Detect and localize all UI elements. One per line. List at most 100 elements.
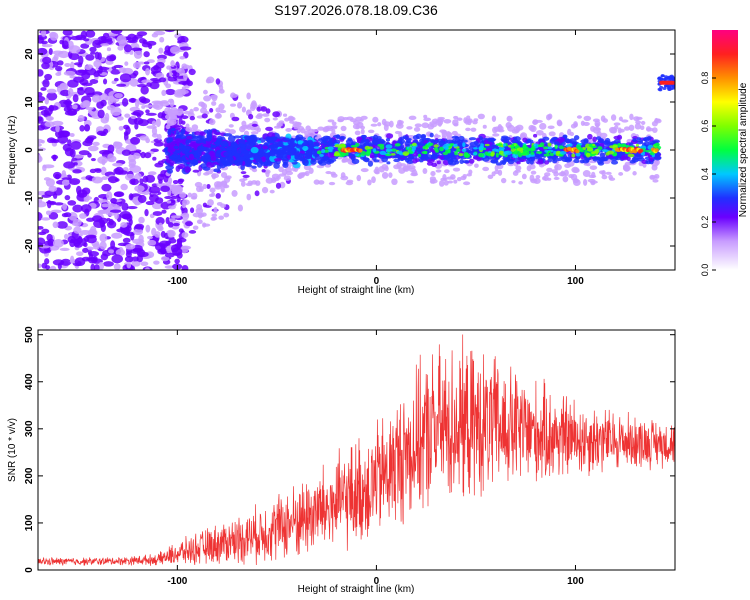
heatmap-cell [592, 156, 599, 162]
heatmap-cell [64, 110, 77, 116]
heatmap-cell [242, 177, 248, 181]
heatmap-cell [270, 144, 278, 151]
heatmap-cell [243, 135, 252, 140]
heatmap-cell [652, 127, 658, 134]
heatmap-cell [458, 153, 464, 157]
heatmap-cell [137, 119, 149, 127]
heatmap-cell [90, 263, 96, 270]
heatmap-cell [224, 128, 231, 132]
heatmap-cell [350, 155, 356, 161]
heatmap-cell [209, 144, 217, 149]
heatmap-cell [54, 202, 64, 206]
heatmap-cell [548, 131, 556, 137]
heatmap-cell [171, 190, 178, 195]
heatmap-cell [539, 139, 545, 144]
heatmap-cell [572, 178, 579, 184]
heatmap-cell [189, 141, 197, 147]
heatmap-cell [316, 150, 322, 155]
heatmap-cell [573, 122, 578, 128]
heatmap-cell [121, 202, 129, 211]
heatmap-cell [124, 255, 134, 263]
heatmap-cell [261, 156, 266, 163]
spectrogram-xtick-label: -100 [167, 276, 187, 287]
heatmap-cell [101, 183, 112, 192]
heatmap-cell [216, 149, 223, 154]
heatmap-cell [44, 73, 53, 81]
heatmap-cell [484, 151, 489, 156]
heatmap-cell [313, 146, 320, 149]
heatmap-cell [511, 129, 520, 134]
heatmap-cell [649, 175, 658, 180]
heatmap-cell [462, 142, 466, 148]
heatmap-cell [607, 150, 614, 155]
heatmap-cell [168, 218, 176, 222]
heatmap-cell [179, 192, 187, 199]
heatmap-cell [295, 135, 300, 143]
heatmap-cell [145, 109, 150, 114]
heatmap-cell [571, 153, 576, 158]
heatmap-cell [108, 249, 114, 254]
heatmap-cell [164, 252, 175, 258]
heatmap-cell [140, 151, 146, 159]
heatmap-cell [38, 231, 47, 236]
heatmap-cell [122, 213, 131, 220]
heatmap-cell [460, 139, 468, 143]
heatmap-cell [209, 150, 216, 158]
heatmap-cell [242, 174, 250, 179]
heatmap-cell [272, 111, 281, 118]
heatmap-cell [124, 61, 129, 66]
heatmap-cell [128, 193, 134, 201]
heatmap-cell [213, 206, 218, 214]
heatmap-cell [107, 176, 119, 184]
heatmap-cell [580, 120, 585, 126]
heatmap-cell [174, 258, 180, 264]
heatmap-cell [513, 136, 521, 142]
heatmap-cell [664, 75, 669, 79]
heatmap-cell [402, 165, 410, 172]
heatmap-cell [642, 137, 648, 141]
heatmap-cell [640, 151, 646, 156]
heatmap-cell [611, 160, 619, 165]
heatmap-cell [61, 170, 67, 177]
heatmap-cell [585, 157, 590, 163]
heatmap-cell [38, 107, 44, 111]
heatmap-cell [502, 143, 506, 147]
heatmap-cell [430, 123, 437, 128]
heatmap-cell [125, 126, 131, 135]
heatmap-cell [206, 129, 213, 136]
heatmap-cell [379, 150, 387, 155]
heatmap-cell [45, 116, 54, 121]
heatmap-cell [559, 145, 564, 150]
heatmap-cell [386, 161, 391, 165]
heatmap-cell [444, 143, 452, 147]
heatmap-cell [48, 48, 53, 55]
heatmap-cell [87, 145, 99, 152]
heatmap-cell [196, 219, 203, 225]
heatmap-cell [158, 47, 164, 54]
heatmap-cell [569, 131, 575, 137]
colorbar-tick-label: 0.4 [700, 168, 710, 181]
heatmap-cell [639, 125, 645, 131]
heatmap-cell [547, 125, 555, 130]
heatmap-cell [240, 180, 246, 187]
heatmap-cell [373, 159, 380, 163]
heatmap-cell [531, 145, 535, 151]
heatmap-cell [71, 104, 78, 110]
heatmap-cell [169, 46, 181, 54]
heatmap-cell [462, 159, 471, 164]
heatmap-cell [138, 251, 149, 258]
heatmap-cell [128, 218, 133, 226]
heatmap-cell [85, 175, 93, 181]
heatmap-cell [145, 224, 151, 233]
heatmap-cell [417, 153, 422, 158]
heatmap-cell [176, 110, 183, 116]
heatmap-cell [56, 60, 64, 66]
heatmap-cell [188, 230, 197, 234]
chart-title: S197.2026.078.18.09.C36 [274, 2, 438, 18]
heatmap-cell [492, 148, 499, 152]
heatmap-cell [41, 194, 52, 198]
heatmap-cell [466, 118, 472, 126]
heatmap-cell [657, 76, 662, 80]
heatmap-cell [269, 189, 275, 194]
heatmap-cell [38, 153, 41, 163]
